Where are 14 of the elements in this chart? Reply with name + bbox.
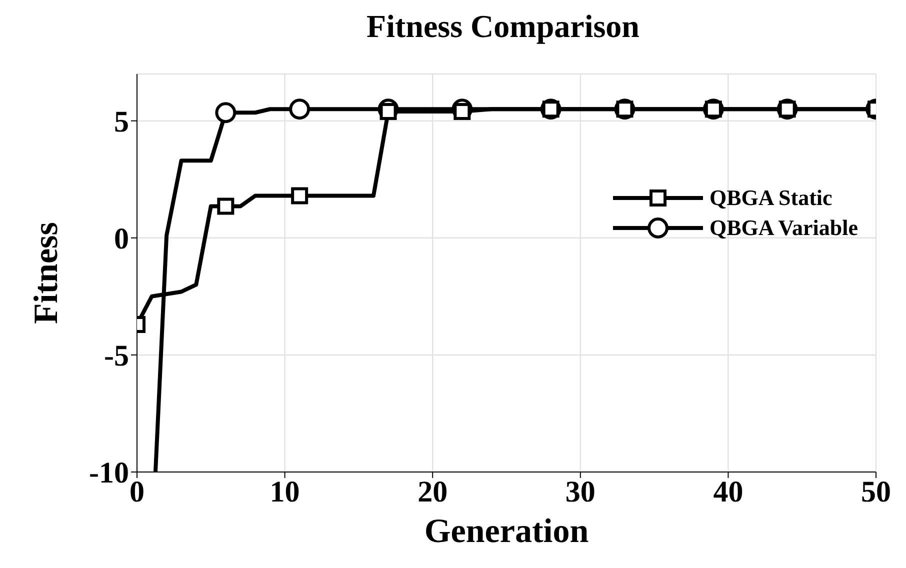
- y-tick-label: 5: [114, 105, 129, 138]
- chart-title: Fitness Comparison: [366, 8, 640, 46]
- legend-label: QBGA Static: [709, 185, 832, 211]
- x-tick-label: 10: [270, 475, 300, 508]
- y-axis-title: Fitness: [28, 222, 66, 324]
- y-tick-label: -5: [104, 340, 129, 373]
- y-tick-label: 0: [114, 222, 129, 256]
- x-axis-title: Generation: [424, 513, 589, 550]
- x-tick-label: 40: [713, 475, 744, 508]
- x-tick-label: 30: [565, 475, 596, 508]
- x-tick-label: 20: [418, 475, 448, 508]
- legend-label: QBGA Variable: [709, 215, 858, 241]
- y-tick-label: -10: [89, 456, 129, 490]
- x-tick-label: 50: [861, 475, 891, 508]
